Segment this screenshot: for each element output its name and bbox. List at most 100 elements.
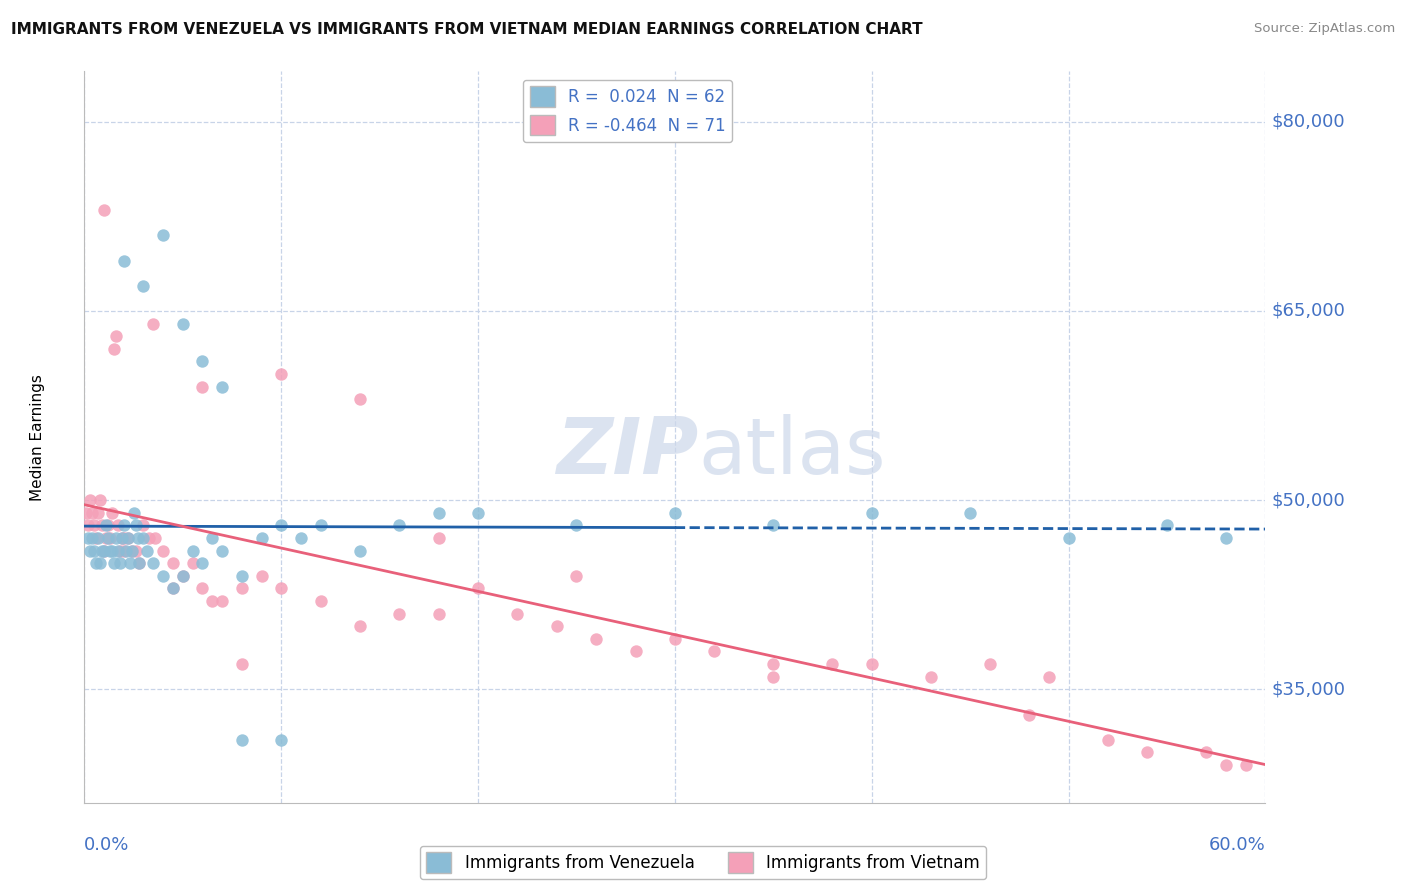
Point — [1057, 531, 1080, 545]
Point — [1195, 745, 1218, 759]
Point — [270, 367, 292, 381]
Point — [121, 543, 143, 558]
Point — [127, 531, 149, 545]
Point — [467, 582, 489, 596]
Point — [211, 594, 233, 608]
Point — [75, 506, 97, 520]
Point — [82, 531, 104, 545]
Point — [138, 531, 160, 545]
Text: atlas: atlas — [699, 414, 886, 490]
Point — [162, 556, 184, 570]
Point — [565, 518, 588, 533]
Point — [1136, 745, 1159, 759]
Point — [97, 518, 120, 533]
Point — [84, 556, 107, 570]
Point — [91, 518, 114, 533]
Point — [111, 531, 134, 545]
Point — [87, 506, 110, 520]
Point — [152, 543, 174, 558]
Point — [132, 278, 155, 293]
Point — [860, 506, 883, 520]
Point — [211, 543, 233, 558]
Point — [117, 531, 139, 545]
Point — [860, 657, 883, 671]
Point — [82, 506, 104, 520]
Point — [191, 556, 214, 570]
Point — [121, 543, 143, 558]
Point — [98, 543, 121, 558]
Point — [93, 543, 115, 558]
Point — [506, 607, 529, 621]
Point — [124, 518, 146, 533]
Point — [191, 379, 214, 393]
Point — [112, 531, 135, 545]
Point — [979, 657, 1001, 671]
Point — [1156, 518, 1178, 533]
Point — [270, 518, 292, 533]
Point — [920, 670, 942, 684]
Point — [94, 531, 117, 545]
Point — [104, 531, 127, 545]
Point — [1097, 732, 1119, 747]
Point — [93, 543, 115, 558]
Point — [231, 569, 253, 583]
Point — [821, 657, 844, 671]
Point — [1234, 758, 1257, 772]
Point — [93, 203, 115, 218]
Point — [128, 556, 150, 570]
Point — [201, 594, 224, 608]
Point — [152, 228, 174, 243]
Point — [104, 329, 127, 343]
Point — [83, 543, 105, 558]
Point — [762, 518, 785, 533]
Point — [427, 531, 450, 545]
Point — [427, 506, 450, 520]
Point — [79, 493, 101, 508]
Point — [124, 543, 146, 558]
Point — [98, 531, 121, 545]
Point — [111, 531, 134, 545]
Point — [388, 607, 411, 621]
Point — [91, 543, 114, 558]
Point — [94, 518, 117, 533]
Text: $50,000: $50,000 — [1271, 491, 1346, 509]
Point — [467, 506, 489, 520]
Point — [79, 543, 101, 558]
Point — [107, 543, 129, 558]
Point — [762, 670, 785, 684]
Point — [87, 531, 110, 545]
Point — [1215, 758, 1237, 772]
Point — [231, 732, 253, 747]
Point — [1018, 707, 1040, 722]
Point — [959, 506, 981, 520]
Point — [103, 342, 125, 356]
Point — [703, 644, 725, 658]
Point — [89, 493, 111, 508]
Text: 0.0%: 0.0% — [84, 836, 129, 854]
Point — [181, 556, 204, 570]
Point — [112, 253, 135, 268]
Point — [231, 657, 253, 671]
Point — [117, 531, 139, 545]
Point — [142, 317, 165, 331]
Point — [132, 518, 155, 533]
Point — [152, 569, 174, 583]
Point — [97, 531, 120, 545]
Legend: Immigrants from Venezuela, Immigrants from Vietnam: Immigrants from Venezuela, Immigrants fr… — [419, 846, 987, 880]
Point — [143, 531, 166, 545]
Point — [114, 543, 136, 558]
Point — [349, 392, 371, 407]
Point — [162, 582, 184, 596]
Point — [270, 582, 292, 596]
Point — [172, 569, 194, 583]
Point — [112, 518, 135, 533]
Point — [388, 518, 411, 533]
Text: $65,000: $65,000 — [1271, 302, 1346, 320]
Text: 60.0%: 60.0% — [1209, 836, 1265, 854]
Point — [309, 518, 332, 533]
Point — [142, 556, 165, 570]
Text: Median Earnings: Median Earnings — [30, 374, 45, 500]
Point — [101, 506, 124, 520]
Text: $35,000: $35,000 — [1271, 681, 1346, 698]
Point — [101, 543, 124, 558]
